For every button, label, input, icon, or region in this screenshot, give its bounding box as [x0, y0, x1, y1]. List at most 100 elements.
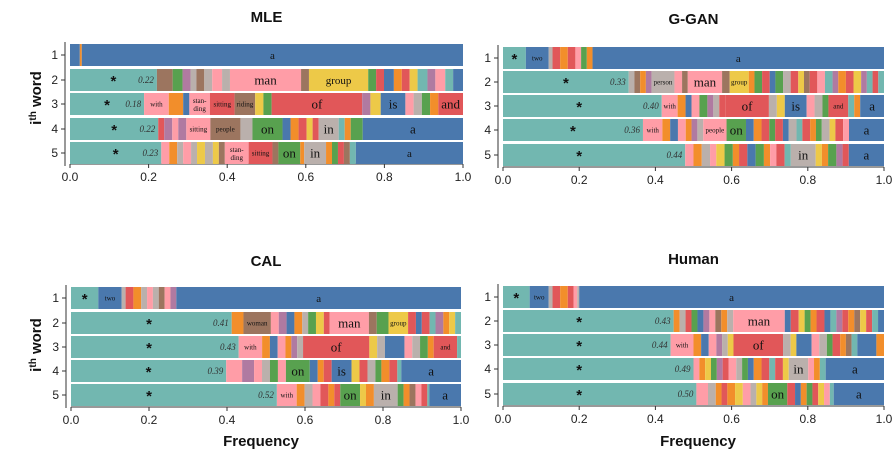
- bar-segment: [421, 312, 430, 334]
- end-token-star-icon: *: [576, 314, 582, 331]
- bar-segment: [753, 358, 762, 380]
- bar-segment: [790, 334, 797, 356]
- segment-word-label: of: [742, 99, 754, 114]
- bar-segment: [796, 334, 812, 356]
- bar-segment: [144, 93, 169, 115]
- bar-segment: [312, 384, 321, 406]
- bar-segment: [81, 44, 463, 66]
- bar-segment: [231, 312, 244, 334]
- bar-segment: [269, 360, 278, 382]
- bar-segment: [141, 287, 148, 309]
- bar-segment: [351, 360, 360, 382]
- y-tick-label: 3: [51, 97, 58, 111]
- bar-segment: [701, 144, 711, 166]
- bar-segment: [829, 119, 836, 141]
- bar-segment: [733, 310, 785, 332]
- bar-segment: [209, 93, 235, 115]
- segment-word-label: person: [654, 78, 673, 86]
- bar-segment: [168, 93, 184, 115]
- bar-segment: [409, 384, 416, 406]
- bar-segment: [303, 336, 370, 358]
- bar-row-2: 0.33 person man group *: [503, 71, 884, 93]
- bar-segment: [254, 360, 263, 382]
- bar-row-5: 0.23 stan-ding sitting on in a *: [70, 142, 463, 164]
- end-token-star-icon: *: [146, 388, 152, 405]
- bar-segment: [457, 336, 461, 358]
- bar-row-2: 0.43 man *: [503, 310, 884, 332]
- segment-word-label: stan-: [230, 146, 244, 154]
- bar-segment: [229, 69, 302, 91]
- bar-segment: [727, 383, 736, 405]
- segment-word-label: sitting: [252, 149, 270, 157]
- bar-segment: [503, 71, 629, 93]
- x-axis-label-right: Frequency: [660, 433, 737, 450]
- bar-segment: [787, 383, 796, 405]
- bar-segment: [306, 118, 313, 140]
- bar-segment: [189, 93, 210, 115]
- bar-segment: [70, 69, 157, 91]
- bar-segment: [240, 118, 253, 140]
- bar-segment: [784, 310, 791, 332]
- bar-segment: [693, 334, 702, 356]
- bar-segment: [376, 312, 389, 334]
- segment-word-label: group: [390, 319, 407, 327]
- bar-segment: [682, 71, 688, 93]
- segment-word-label: a: [869, 99, 875, 114]
- bar-row-4: 0.49 in a *: [503, 358, 884, 380]
- bar-segment: [309, 360, 318, 382]
- bar-segment: [832, 334, 841, 356]
- bar-row-1: two a *: [71, 287, 462, 309]
- bar-segment: [829, 383, 834, 405]
- bar-segment: [369, 336, 378, 358]
- bar-segment: [359, 360, 368, 382]
- bar-segment: [788, 119, 797, 141]
- bar-segment: [70, 118, 159, 140]
- x-tick-label: 0.6: [297, 413, 314, 427]
- bar-segment: [642, 119, 663, 141]
- bar-segment: [662, 119, 671, 141]
- bar-segment: [845, 71, 854, 93]
- bar-segment: [548, 286, 553, 308]
- bar-segment: [725, 95, 769, 117]
- end-token-star-icon: *: [576, 362, 582, 379]
- segment-word-label: people: [216, 125, 235, 133]
- bar-segment: [715, 383, 722, 405]
- bar-segment: [317, 360, 324, 382]
- bar-segment: [581, 47, 587, 69]
- bar-segment: [810, 119, 816, 141]
- bar-segment: [252, 118, 283, 140]
- bar-segment: [340, 384, 361, 406]
- bar-segment: [401, 360, 461, 382]
- bar-segment: [878, 71, 884, 93]
- bar-segment: [645, 71, 652, 93]
- bar-segment: [790, 71, 799, 93]
- segment-word-label: man: [254, 73, 277, 88]
- bar-segment: [334, 384, 341, 406]
- bar-segment: [300, 142, 305, 164]
- bar-segment: [415, 312, 422, 334]
- bar-segment: [503, 119, 643, 141]
- bar-segment: [748, 71, 755, 93]
- bar-segment: [754, 71, 763, 93]
- bar-segment: [338, 118, 345, 140]
- bar-segment: [814, 95, 823, 117]
- segment-word-label: with: [150, 100, 163, 108]
- segment-word-label: a: [856, 387, 862, 402]
- bar-segment: [183, 142, 192, 164]
- bar-segment: [802, 119, 811, 141]
- segment-word-label: with: [663, 102, 676, 110]
- y-tick-label: 4: [52, 364, 59, 378]
- bar-segment: [784, 95, 807, 117]
- x-tick-label: 1.0: [876, 173, 893, 187]
- bar-segment: [415, 384, 422, 406]
- bar-segment: [183, 93, 190, 115]
- bar-segment: [727, 334, 734, 356]
- bar-segment: [71, 360, 227, 382]
- bar-segment: [808, 358, 815, 380]
- segment-word-label: with: [244, 343, 257, 351]
- bar-segment: [170, 287, 177, 309]
- bar-segment: [697, 310, 704, 332]
- segment-word-label: in: [798, 148, 809, 163]
